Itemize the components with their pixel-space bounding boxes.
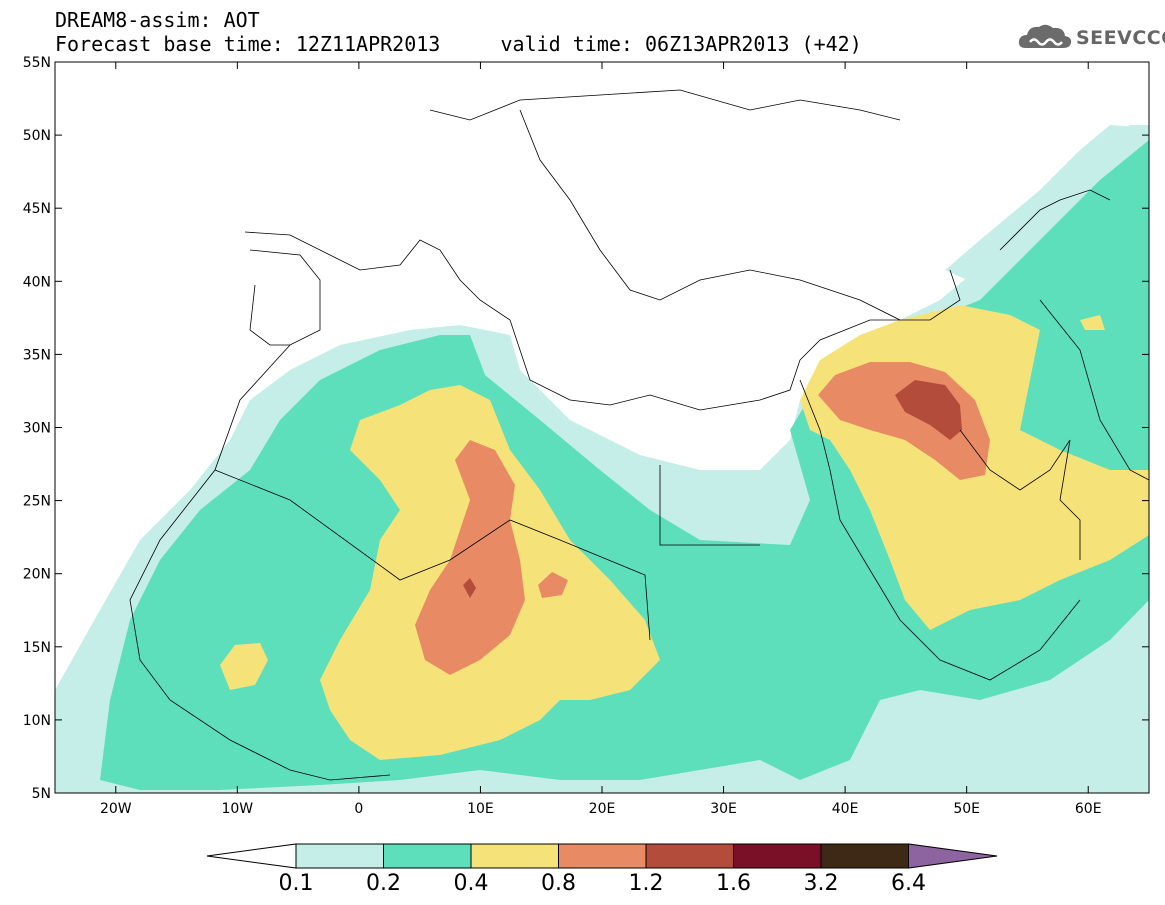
- aot-field-1-2-small: [463, 578, 476, 598]
- colorbar-over-triangle: [908, 843, 998, 869]
- colorbar-label: 3.2: [804, 871, 839, 896]
- colorbar-under-triangle: [206, 843, 297, 869]
- colorbar-box: [558, 843, 647, 869]
- colorbar-label: 6.4: [891, 871, 926, 896]
- lat-tick-label: 10N: [23, 713, 51, 729]
- colorbar-label: 0.2: [366, 871, 401, 896]
- lat-tick-label: 25N: [23, 494, 51, 510]
- colorbar-box: [820, 843, 909, 869]
- lat-axis: 5N 10N 15N 20N 25N 30N 35N 40N 45N 50N 55N: [23, 55, 1149, 802]
- colorbar-label: 0.8: [541, 871, 576, 896]
- colorbar-label: 1.6: [716, 871, 751, 896]
- aot-field-0-8-small: [538, 572, 568, 598]
- lat-tick-label: 35N: [23, 347, 51, 363]
- lon-tick-label: 10W: [221, 801, 253, 817]
- colorbar-box: [733, 843, 822, 869]
- aot-contours: [55, 89, 1149, 793]
- lon-tick-label: 30E: [710, 801, 737, 817]
- colorbar-label: 0.1: [279, 871, 314, 896]
- lon-tick-label: 0: [354, 801, 363, 817]
- colorbar-label: 1.2: [629, 871, 664, 896]
- chart-title: DREAM8-assim: AOT: [55, 8, 260, 32]
- coastlines: [129, 89, 1149, 781]
- lon-tick-label: 60E: [1075, 801, 1102, 817]
- colorbar-box: [295, 843, 384, 869]
- colorbar-box: [383, 843, 472, 869]
- aot-field-0-4-west: [220, 643, 268, 690]
- lat-tick-label: 15N: [23, 640, 51, 656]
- aot-field-0-1-north: [945, 125, 1149, 290]
- colorbar-label: 0.4: [454, 871, 489, 896]
- lat-tick-label: 40N: [23, 274, 51, 290]
- colorbar: 0.1 0.2 0.4 0.8 1.2 1.6 3.2 6.4: [206, 843, 998, 896]
- aot-field-1-2: [895, 380, 962, 440]
- aot-field-0-4-east: [1080, 315, 1105, 330]
- aot-field-0-8-sahara: [415, 440, 525, 675]
- lat-tick-label: 20N: [23, 567, 51, 583]
- lat-tick-label: 55N: [23, 55, 51, 71]
- colorbar-box: [470, 843, 559, 869]
- lon-tick-label: 10E: [467, 801, 494, 817]
- logo-text: SEEVCCC: [1076, 27, 1165, 49]
- lon-tick-label: 50E: [953, 801, 980, 817]
- lon-tick-label: 40E: [832, 801, 859, 817]
- colorbar-box: [645, 843, 734, 869]
- cloud-icon: [1018, 24, 1072, 48]
- lat-tick-label: 50N: [23, 128, 51, 144]
- lat-tick-label: 5N: [32, 786, 51, 802]
- lat-tick-label: 45N: [23, 201, 51, 217]
- forecast-times: Forecast base time: 12Z11APR2013 valid t…: [55, 32, 862, 56]
- seevccc-logo: SEEVCCC: [1018, 22, 1165, 54]
- lat-tick-label: 30N: [23, 421, 51, 437]
- lon-tick-label: 20E: [589, 801, 616, 817]
- lon-tick-label: 20W: [100, 801, 132, 817]
- lon-axis: 20W 10W 0 10E 20E 30E 40E 50E 60E: [100, 62, 1102, 817]
